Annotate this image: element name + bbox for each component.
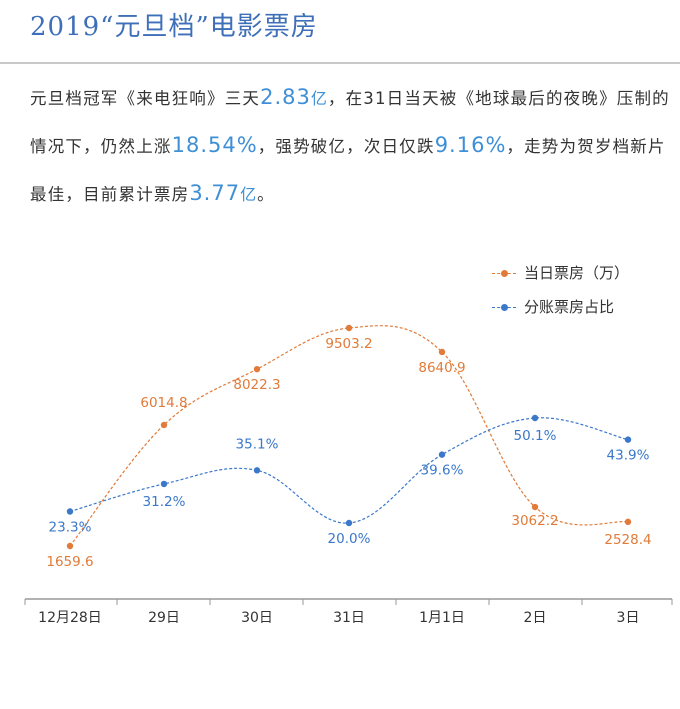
box-office-data-label: 1659.6	[46, 554, 93, 570]
share-data-label: 50.1%	[514, 428, 557, 444]
legend-box-office: 当日票房（万）	[492, 262, 629, 283]
intro-text-4: ，走势为贺岁档新片最佳，目前累计票房	[30, 137, 666, 204]
x-tick-label: 31日	[333, 610, 365, 626]
x-tick-label: 12月28日	[38, 610, 102, 626]
box-office-data-label: 8022.3	[233, 377, 280, 393]
share-point	[531, 414, 539, 422]
intro-text-5: 。	[257, 185, 275, 204]
intro-highlight-cumulative-unit: 亿	[240, 185, 258, 204]
share-data-label: 39.6%	[421, 463, 464, 479]
box-office-data-label: 6014.8	[140, 395, 187, 411]
box-office-point	[624, 518, 632, 526]
intro-highlight-total-unit: 亿	[310, 89, 328, 108]
intro-paragraph: 元旦档冠军《来电狂响》三天2.83亿，在31日当天被《地球最后的夜晚》压制的情况…	[30, 74, 670, 218]
share-point	[345, 519, 353, 527]
share-data-label: 20.0%	[328, 531, 371, 547]
box-office-data-label: 3062.2	[511, 513, 558, 529]
intro-highlight-cumulative: 3.77亿	[189, 181, 257, 205]
intro-highlight-total: 2.83亿	[260, 85, 328, 109]
x-tick-label: 1月1日	[419, 610, 465, 626]
legend-box-office-marker	[492, 269, 516, 279]
intro-highlight-rise: 18.54%	[171, 133, 258, 157]
share-point	[66, 508, 74, 515]
intro-highlight-cumulative-value: 3.77	[189, 181, 241, 205]
legend-share: 分账票房占比	[492, 296, 614, 317]
box-office-point	[66, 542, 74, 550]
legend-box-office-label: 当日票房（万）	[524, 264, 630, 282]
share-data-label: 43.9%	[607, 448, 650, 464]
box-office-point	[253, 365, 261, 373]
intro-text-1: 元旦档冠军《来电狂响》三天	[30, 89, 261, 108]
box-office-data-label: 8640.9	[418, 360, 465, 376]
box-office-point	[345, 324, 353, 332]
intro-text-3: ，强势破亿，次日仅跌	[257, 137, 435, 156]
intro-highlight-drop: 9.16%	[434, 133, 507, 157]
share-data-label: 23.3%	[49, 519, 92, 535]
legend-share-marker	[492, 303, 516, 313]
box-office-point	[531, 503, 539, 511]
share-point	[624, 436, 632, 443]
x-tick-label: 2日	[524, 610, 547, 626]
share-data-label: 31.2%	[143, 494, 186, 510]
share-point	[160, 480, 168, 488]
intro-text-2: ，在31日当天被《地球最后的夜晚》压制的情况下，仍然上涨	[30, 89, 670, 156]
share-data-label: 35.1%	[236, 436, 279, 452]
title-divider	[0, 62, 680, 64]
line-chart: 12月28日 29日 30日 31日 1月1日 2日 3日 1659.6 6014.8 8022.…	[24, 324, 673, 626]
box-office-point	[160, 421, 168, 429]
box-office-data-label: 9503.2	[325, 336, 372, 352]
x-tick-label: 29日	[148, 610, 180, 626]
page-title: 2019“元旦档”电影票房	[30, 12, 318, 42]
box-office-data-label: 2528.4	[604, 532, 651, 548]
share-point	[438, 451, 446, 458]
box-office-point	[438, 348, 446, 356]
x-tick-label: 3日	[617, 610, 640, 626]
intro-highlight-total-value: 2.83	[260, 85, 311, 109]
legend-share-label: 分账票房占比	[524, 298, 615, 316]
x-tick-label: 30日	[241, 610, 273, 626]
share-point	[253, 467, 261, 474]
